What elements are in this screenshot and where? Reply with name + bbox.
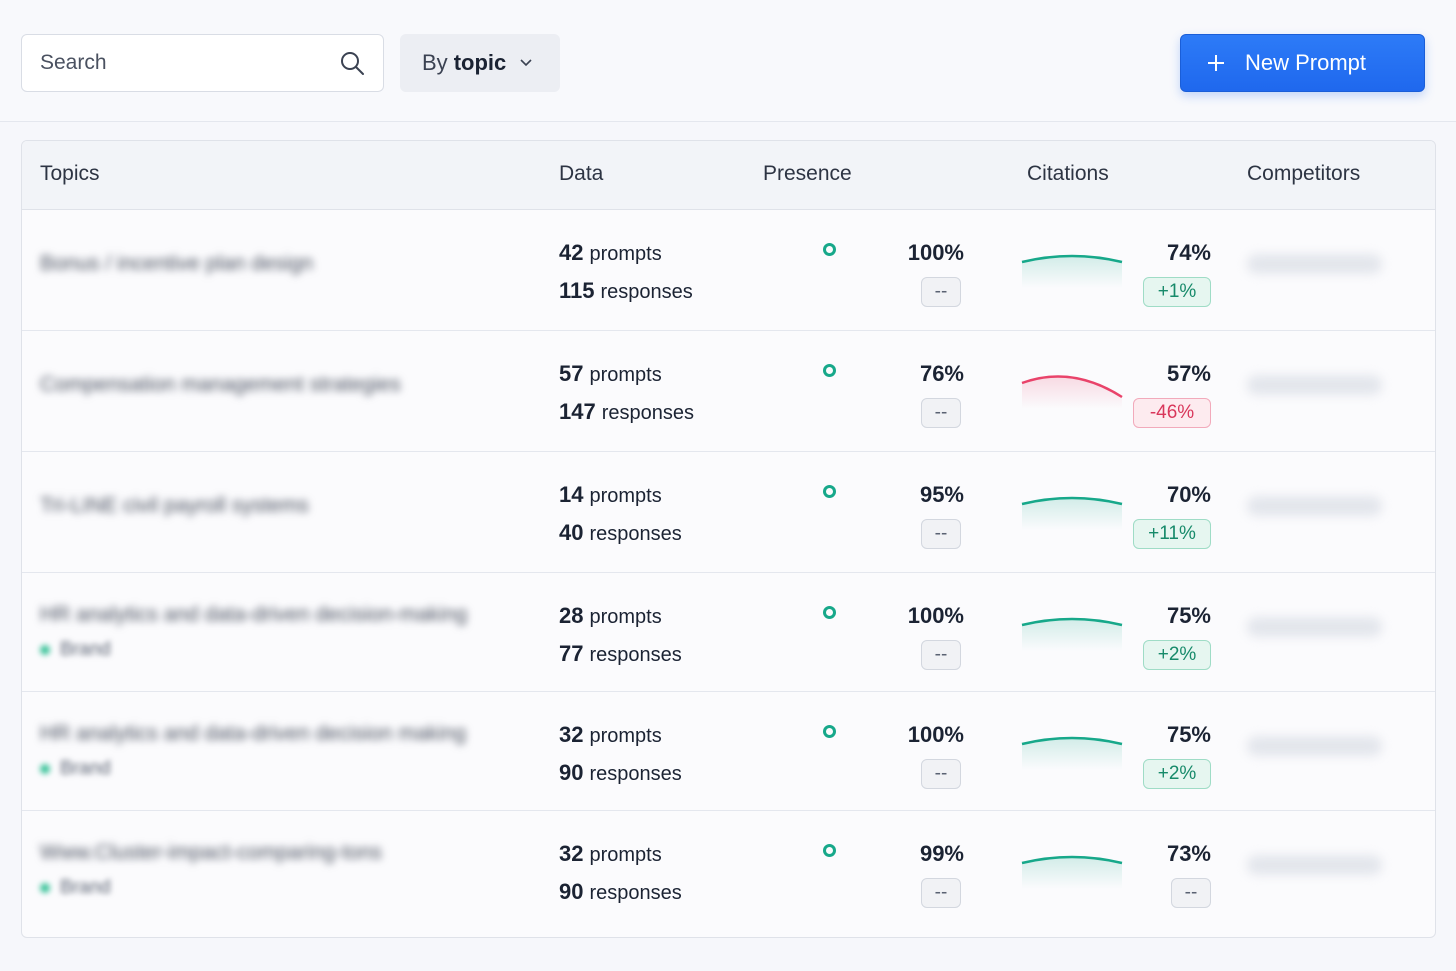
prompts-count: 32 prompts — [559, 722, 662, 747]
presence-status-icon — [823, 485, 836, 498]
responses-count: 77 responses — [559, 641, 682, 666]
presence-value: 99% — [919, 841, 964, 866]
presence-change: -- — [921, 640, 961, 670]
table-row[interactable]: Www.Cluster-impact-comparing-tons Brand 32… — [22, 811, 1435, 932]
topics-table: Topics Data Presence Citations Competito… — [21, 140, 1436, 938]
responses-count: 90 responses — [559, 879, 682, 904]
group-by-value: topic — [453, 50, 507, 75]
citations-sparkline — [1021, 617, 1123, 651]
competitors-placeholder — [1247, 496, 1382, 516]
prompts-count: 14 prompts — [559, 482, 662, 507]
table-row[interactable]: HR analytics and data-driven decision-ma… — [22, 573, 1435, 692]
topic-name[interactable]: HR analytics and data-driven decision-ma… — [40, 603, 468, 626]
topic-name[interactable]: Bonus / incentive plan design — [40, 252, 314, 275]
header-competitors[interactable]: Competitors — [1247, 162, 1361, 185]
table-row[interactable]: HR analytics and data-driven decision ma… — [22, 692, 1435, 811]
prompts-count: 32 prompts — [559, 841, 662, 866]
citations-sparkline — [1021, 375, 1123, 409]
responses-count: 40 responses — [559, 520, 682, 545]
brand-dot-icon — [40, 883, 50, 893]
competitors-placeholder — [1247, 617, 1382, 637]
header-data[interactable]: Data — [559, 162, 604, 185]
topic-name[interactable]: Tri-LINE civil payroll systems — [40, 494, 309, 517]
prompts-count: 42 prompts — [559, 240, 662, 265]
brand-label: Brand — [60, 639, 111, 660]
presence-status-icon — [823, 844, 836, 857]
citations-change: -- — [1171, 878, 1211, 908]
citations-value: 75% — [1166, 603, 1211, 628]
presence-change: -- — [921, 277, 961, 307]
brand-label: Brand — [60, 877, 111, 898]
header-citations[interactable]: Citations — [1027, 162, 1109, 185]
brand-tag: Brand — [40, 877, 111, 899]
plus-icon — [1208, 55, 1224, 71]
brand-dot-icon — [40, 645, 50, 655]
citations-change: +1% — [1143, 277, 1211, 307]
brand-label: Brand — [60, 758, 111, 779]
responses-count: 90 responses — [559, 760, 682, 785]
group-by-dropdown[interactable]: By topic — [400, 34, 560, 92]
topic-name[interactable]: Www.Cluster-impact-comparing-tons — [40, 841, 382, 864]
citations-sparkline — [1021, 855, 1123, 889]
header-presence[interactable]: Presence — [763, 162, 852, 185]
citations-sparkline — [1021, 496, 1123, 530]
new-prompt-button[interactable]: New Prompt — [1180, 34, 1425, 92]
competitors-placeholder — [1247, 736, 1382, 756]
citations-value: 73% — [1166, 841, 1211, 866]
competitors-placeholder — [1247, 254, 1382, 274]
search-input[interactable]: Search — [21, 34, 384, 92]
group-by-prefix: By — [422, 50, 448, 75]
table-header: Topics Data Presence Citations Competito… — [22, 141, 1435, 210]
new-prompt-label: New Prompt — [1245, 50, 1367, 75]
presence-status-icon — [823, 243, 836, 256]
citations-change: +2% — [1143, 759, 1211, 789]
competitors-placeholder — [1247, 375, 1382, 395]
table-row[interactable]: Tri-LINE civil payroll systems 14 prompts 4… — [22, 452, 1435, 573]
responses-count: 147 responses — [559, 399, 694, 424]
table-row[interactable]: Bonus / incentive plan design 42 prompts 11… — [22, 210, 1435, 331]
presence-status-icon — [823, 364, 836, 377]
citations-change: -46% — [1133, 398, 1211, 428]
brand-tag: Brand — [40, 758, 111, 780]
chevron-down-icon — [520, 59, 532, 67]
presence-change: -- — [921, 878, 961, 908]
presence-value: 95% — [919, 482, 964, 507]
presence-value: 76% — [919, 361, 964, 386]
table-row[interactable]: Compensation management strategies 57 prom… — [22, 331, 1435, 452]
presence-change: -- — [921, 398, 961, 428]
toolbar: Search By topic New Prompt — [0, 0, 1456, 122]
prompts-count: 57 prompts — [559, 361, 662, 386]
search-placeholder: Search — [40, 51, 107, 74]
presence-change: -- — [921, 519, 961, 549]
topic-name[interactable]: Compensation management strategies — [40, 373, 401, 396]
topic-name[interactable]: HR analytics and data-driven decision ma… — [40, 722, 467, 745]
brand-dot-icon — [40, 764, 50, 774]
citations-sparkline — [1021, 254, 1123, 288]
header-topics[interactable]: Topics — [40, 162, 100, 185]
presence-status-icon — [823, 725, 836, 738]
brand-tag: Brand — [40, 639, 111, 661]
search-icon[interactable] — [339, 50, 365, 76]
citations-value: 70% — [1166, 482, 1211, 507]
citations-value: 74% — [1166, 240, 1211, 265]
presence-value: 100% — [907, 722, 964, 747]
citations-change: +2% — [1143, 640, 1211, 670]
responses-count: 115 responses — [559, 278, 693, 303]
citations-value: 75% — [1166, 722, 1211, 747]
presence-value: 100% — [907, 240, 964, 265]
citations-change: +11% — [1133, 519, 1211, 549]
presence-status-icon — [823, 606, 836, 619]
citations-value: 57% — [1166, 361, 1211, 386]
competitors-placeholder — [1247, 855, 1382, 875]
citations-sparkline — [1021, 736, 1123, 770]
presence-value: 100% — [907, 603, 964, 628]
presence-change: -- — [921, 759, 961, 789]
prompts-count: 28 prompts — [559, 603, 662, 628]
